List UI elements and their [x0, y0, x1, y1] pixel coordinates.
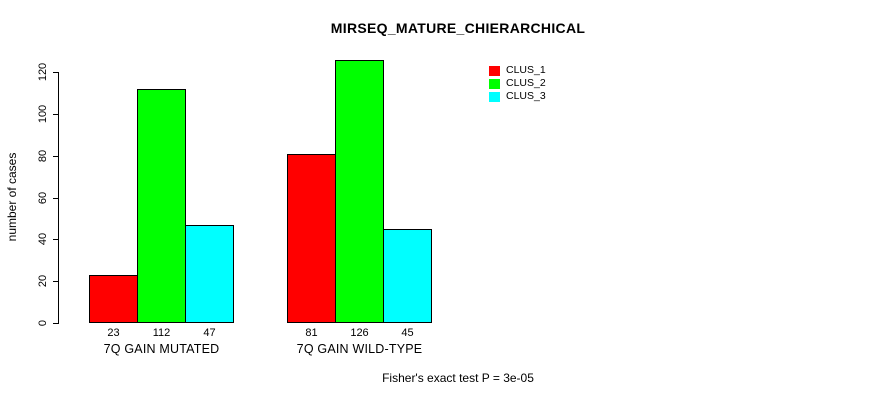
legend-swatch-clus_1 — [489, 65, 500, 76]
legend-swatch-clus_3 — [489, 91, 500, 102]
y-tick-label: 20 — [37, 275, 49, 288]
bar-clus_3-group1 — [185, 225, 234, 323]
y-axis-label: number of cases — [5, 152, 19, 242]
x-category-label: 7Q GAIN MUTATED — [103, 342, 220, 356]
y-tick — [53, 72, 59, 74]
y-tick — [53, 114, 59, 116]
bar-clus_1-group2 — [287, 154, 336, 323]
bar-clus_2-group1 — [137, 89, 186, 323]
legend-item: CLUS_3 — [489, 90, 546, 103]
legend-item: CLUS_1 — [489, 64, 546, 77]
legend-swatch-clus_2 — [489, 78, 500, 89]
y-tick — [53, 155, 59, 157]
y-tick — [53, 323, 59, 324]
bar-clus_2-group2 — [335, 60, 384, 323]
x-category-label: 7Q GAIN WILD-TYPE — [296, 342, 423, 356]
y-tick-label: 100 — [37, 105, 49, 124]
y-axis-line — [58, 72, 59, 323]
bar-value-label: 126 — [350, 327, 369, 339]
bar-clus_3-group2 — [383, 229, 432, 323]
y-tick-label: 80 — [37, 149, 49, 163]
legend-label: CLUS_1 — [506, 64, 546, 76]
y-tick — [53, 239, 59, 241]
legend-item: CLUS_2 — [489, 77, 546, 90]
stat-annotation: Fisher's exact test P = 3e-05 — [382, 371, 534, 385]
y-tick — [53, 281, 59, 283]
bar-value-label: 112 — [152, 327, 171, 339]
y-tick — [53, 197, 59, 199]
y-tick-label: 0 — [37, 319, 49, 327]
legend-label: CLUS_3 — [506, 90, 546, 102]
legend: CLUS_1 CLUS_2 CLUS_3 — [489, 64, 546, 103]
y-tick-label: 40 — [37, 233, 49, 246]
bar-value-label: 47 — [203, 327, 216, 339]
bar-value-label: 23 — [107, 327, 120, 339]
y-tick-label: 120 — [37, 63, 49, 82]
bar-value-label: 81 — [305, 327, 318, 339]
legend-label: CLUS_2 — [506, 77, 546, 89]
bar-clus_1-group1 — [89, 275, 138, 323]
chart-title: MIRSEQ_MATURE_CHIERARCHICAL — [330, 20, 586, 36]
bar-value-label: 45 — [401, 327, 414, 339]
y-tick-label: 60 — [37, 191, 49, 204]
